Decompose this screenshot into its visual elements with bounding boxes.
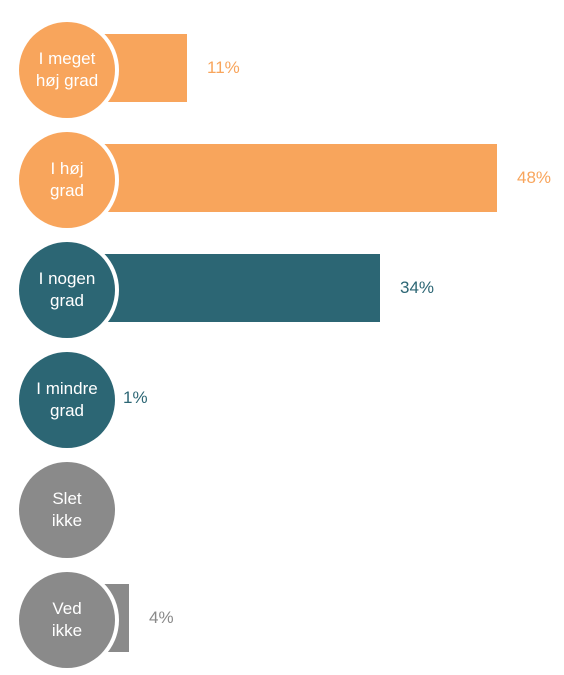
chart-row: Slet ikke [0,457,564,565]
category-label-text: I meget høj grad [35,49,99,90]
bar-chart: I meget høj grad 11% I høj grad 48% I nogen gra… [0,17,564,668]
category-label: I meget høj grad [19,22,115,118]
chart-row: Ved ikke 4% [0,567,564,675]
category-label: I høj grad [19,132,115,228]
value-label: 34% [400,278,435,297]
category-label: I mindre grad [19,352,115,448]
chart-row: I høj grad 48% [0,127,564,235]
category-label: Ved ikke [19,572,115,668]
value-label: 1% [123,388,148,407]
value-label: 11% [207,58,240,77]
bar [95,144,497,212]
chart-row: I meget høj grad 11% [0,17,564,125]
category-label: Slet ikke [19,462,115,558]
value-label: 48% [517,168,552,187]
category-label: I nogen grad [19,242,115,338]
chart-row: I mindre grad 1% [0,347,564,455]
category-label-text: Ved ikke [51,599,83,640]
chart-row: I nogen grad 34% [0,237,564,345]
category-label-text: I nogen grad [38,269,96,310]
category-label-text: Slet ikke [51,489,83,530]
category-label-text: I høj grad [49,159,85,200]
bar [95,254,380,322]
value-label: 4% [149,608,174,627]
category-label-text: I mindre grad [36,379,98,420]
